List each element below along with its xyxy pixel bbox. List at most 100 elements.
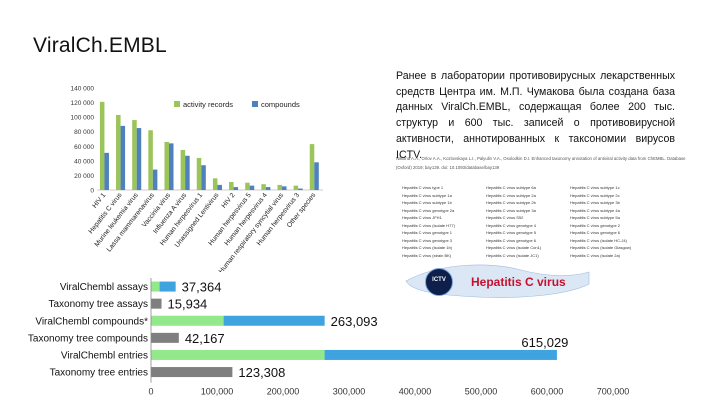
taxa-item: Hepatitis C virus subtype 3a bbox=[486, 207, 536, 213]
bar-activity bbox=[309, 144, 315, 190]
bar-category-label: ViralChembl entries bbox=[61, 350, 148, 361]
taxa-column-1: Hepatitis C virus type 1 Hepatitis C viru… bbox=[402, 184, 455, 259]
x-tick-label: 200,000 bbox=[267, 387, 300, 397]
y-tick-label: 20 000 bbox=[74, 173, 94, 180]
y-tick-label: 0 bbox=[90, 188, 94, 195]
bar-viralchembl bbox=[324, 349, 557, 360]
bar-compounds bbox=[265, 187, 271, 190]
bar-compounds bbox=[233, 187, 239, 190]
y-tick-label: 120 000 bbox=[71, 100, 95, 107]
bar-taxonomy bbox=[151, 332, 179, 343]
bar-activity bbox=[116, 114, 121, 190]
y-tick-label: 140 000 bbox=[71, 86, 95, 93]
x-tick-label: 0 bbox=[148, 387, 153, 397]
y-tick-label: 100 000 bbox=[71, 115, 95, 122]
taxa-item: Hepatitis C virus (isolate Glasgow) bbox=[570, 245, 632, 250]
taxa-item: Hepatitis C virus (isolate 2a) bbox=[570, 252, 621, 258]
taxa-item: Hepatitis C virus genotype 4 bbox=[486, 222, 537, 228]
bar-activity bbox=[229, 181, 234, 190]
bar-taxonomy bbox=[151, 367, 233, 378]
species-bar-chart: 0 20 000 40 000 60 000 80 000 100 000 120 000 1… bbox=[71, 86, 323, 272]
hcv-taxa-list: Hepatitis C virus type 1 Hepatitis C viru… bbox=[402, 184, 702, 260]
taxa-item: Hepatitis C virus genotype 6 bbox=[486, 237, 537, 243]
bar-value-label: 42,167 bbox=[185, 331, 225, 346]
bar-compounds bbox=[281, 186, 287, 190]
hcv-label: Hepatitis C virus bbox=[471, 275, 566, 289]
taxa-item: Hepatitis C virus (isolate HC-J4) bbox=[570, 237, 627, 243]
taxa-item: Hepatitis C virus (strain BK) bbox=[402, 252, 452, 258]
taxa-item: Hepatitis C virus S52 bbox=[486, 215, 524, 220]
bar-viralchembl bbox=[159, 281, 176, 292]
taxa-item: Hepatitis C virus subtype 1a bbox=[402, 192, 452, 198]
x-tick-label: 600,000 bbox=[531, 387, 564, 397]
x-tick-label: 100,000 bbox=[201, 387, 234, 397]
bar-value-label: 37,364 bbox=[182, 280, 222, 295]
bar-compounds bbox=[120, 125, 126, 190]
bar-compounds bbox=[217, 184, 222, 190]
y-tick-label: 80 000 bbox=[74, 129, 94, 136]
taxa-item: Hepatitis C virus type 1 bbox=[402, 185, 444, 190]
taxa-item: Hepatitis C virus (isolate Con1) bbox=[486, 245, 542, 250]
taxa-column-2: Hepatitis C virus subtype 6a Hepatitis C … bbox=[486, 184, 541, 259]
taxa-item: Hepatitis C virus subtype 2b bbox=[486, 200, 536, 205]
taxa-item: Hepatitis C virus subtype 1c bbox=[570, 185, 620, 190]
taxa-item: Hepatitis C virus subtype 2a bbox=[486, 192, 536, 198]
bar-activity bbox=[212, 178, 218, 190]
y-tick-label: 60 000 bbox=[74, 144, 94, 151]
x-tick-label: 300,000 bbox=[333, 387, 366, 397]
bar-category-label: ViralChembl assays bbox=[60, 282, 148, 293]
entries-bar-chart: ViralChembl assays 37,364 Taxonomy tree as… bbox=[28, 278, 630, 397]
taxa-item: Hepatitis C virus subtype 3b bbox=[570, 200, 620, 205]
bar-activity bbox=[293, 185, 299, 190]
legend-swatch bbox=[174, 101, 180, 107]
taxa-item: Hepatitis C virus (isolate 1b) bbox=[402, 245, 453, 250]
bar-value-label: 123,308 bbox=[238, 365, 285, 380]
bar-compounds bbox=[185, 155, 190, 190]
taxa-item: Hepatitis C virus (isolate JC1) bbox=[486, 252, 539, 258]
y-tick-label: 40 000 bbox=[74, 158, 94, 165]
bar-highlight bbox=[151, 315, 224, 326]
bar-category-label: Taxonomy tree assays bbox=[49, 299, 149, 310]
bar-activity bbox=[277, 184, 282, 190]
legend-label: activity records bbox=[183, 100, 233, 109]
wave-decoration-icon bbox=[405, 264, 590, 298]
bar-compounds bbox=[104, 152, 109, 190]
bar-category-label: Taxonomy tree compounds bbox=[28, 333, 148, 344]
x-tick-label: 500,000 bbox=[465, 387, 498, 397]
x-tick-label: 700,000 bbox=[597, 387, 630, 397]
bar-highlight bbox=[151, 281, 160, 292]
bar-activity bbox=[180, 149, 186, 190]
bar-activity bbox=[148, 130, 153, 190]
taxa-item: Hepatitis C virus genotype 2 bbox=[570, 222, 621, 228]
taxa-item: Hepatitis C virus genotype 3 bbox=[402, 237, 453, 243]
ictv-logo-text: ICTV bbox=[432, 277, 446, 283]
bar-activity bbox=[132, 120, 137, 190]
hcv-banner: ICTV Hepatitis C virus bbox=[401, 262, 591, 300]
bar-activity bbox=[196, 157, 202, 190]
bar-value-label: 263,093 bbox=[331, 314, 378, 329]
bar-compounds bbox=[168, 143, 174, 190]
bar-compounds bbox=[314, 162, 319, 190]
taxa-item: Hepatitis C virus subtype 2c bbox=[570, 192, 620, 198]
bar-activity bbox=[245, 182, 250, 190]
bar-value-label: 615,029 bbox=[521, 335, 568, 350]
taxa-item: Hepatitis C virus subtype 4a bbox=[570, 207, 620, 213]
legend-swatch bbox=[252, 101, 258, 107]
bar-compounds bbox=[136, 128, 142, 190]
taxa-item: Hepatitis C virus JFH1 bbox=[402, 215, 442, 220]
slide-title: ViralCh.EMBL bbox=[33, 34, 167, 57]
bar-taxonomy bbox=[151, 298, 162, 309]
bar-compounds bbox=[201, 165, 206, 190]
bar-activity bbox=[261, 184, 266, 190]
taxa-item: Hepatitis C virus (isolate H77) bbox=[402, 222, 455, 228]
bar-activity bbox=[164, 141, 169, 190]
bar-category-label: Taxonomy tree entries bbox=[50, 368, 148, 379]
taxa-item: Hepatitis C virus subtype 1b bbox=[402, 200, 452, 205]
x-tick-label: 400,000 bbox=[399, 387, 432, 397]
bar-category-label: ViralChembl compounds* bbox=[35, 316, 148, 327]
citation-text: Nikitina A.A., Orlov A.A., Kozlovskaya L… bbox=[396, 156, 686, 170]
bar-viralchembl bbox=[223, 315, 325, 326]
bar-value-label: 15,934 bbox=[168, 297, 208, 312]
bar-highlight bbox=[151, 349, 325, 360]
taxa-item: Hepatitis C virus genotype 5 bbox=[486, 230, 537, 235]
